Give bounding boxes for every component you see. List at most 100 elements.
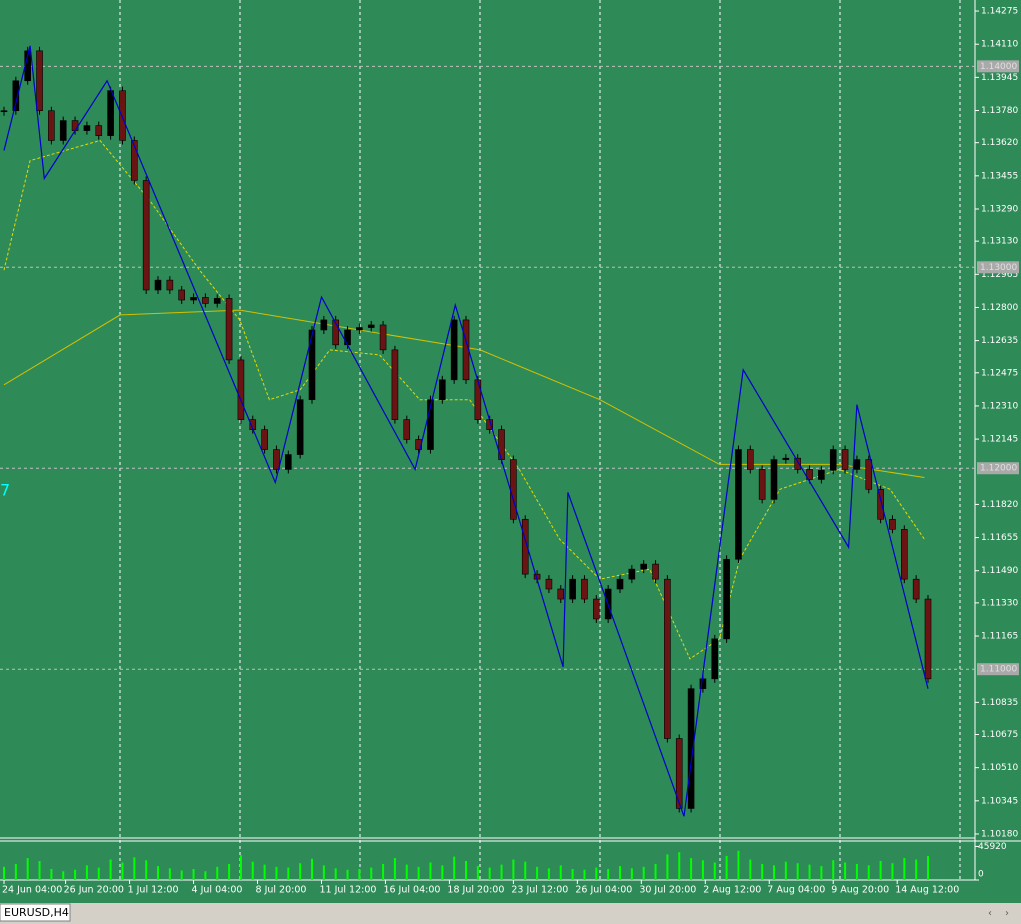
candle-body bbox=[593, 598, 600, 620]
candle-body bbox=[640, 563, 647, 570]
level-label: 1.12000 bbox=[980, 464, 1017, 474]
candle-body bbox=[628, 568, 636, 580]
fast-moving-average bbox=[3, 139, 925, 660]
candle-body bbox=[166, 279, 174, 291]
y-tick-label: 1.12965 bbox=[981, 270, 1018, 280]
x-tick-label: 24 Jun 04:00 bbox=[2, 885, 62, 896]
candle-body bbox=[367, 324, 375, 328]
candle-body bbox=[747, 449, 754, 470]
level-label: 1.11000 bbox=[980, 665, 1017, 675]
candle-body bbox=[48, 110, 55, 141]
zigzag-line bbox=[3, 45, 929, 817]
candle-body bbox=[71, 120, 79, 131]
y-tick-label: 1.11655 bbox=[981, 533, 1018, 543]
candle-body bbox=[889, 518, 896, 530]
level-label: 1.13000 bbox=[980, 263, 1017, 273]
candle-body bbox=[261, 429, 268, 450]
level-label-box bbox=[977, 462, 1019, 475]
y-tick-label: 1.10180 bbox=[981, 829, 1018, 839]
volume-tick-label: 45920 bbox=[978, 842, 1007, 852]
x-tick-label: 16 Jul 04:00 bbox=[383, 885, 440, 896]
candle-body bbox=[901, 529, 908, 580]
level-label-box bbox=[977, 60, 1019, 73]
y-tick-label: 1.13620 bbox=[981, 138, 1018, 148]
candle-body bbox=[142, 180, 150, 291]
y-tick-label: 1.11490 bbox=[981, 566, 1018, 576]
candle-body bbox=[829, 449, 837, 471]
y-tick-label: 1.10510 bbox=[981, 763, 1018, 773]
x-tick-label: 26 Jun 20:00 bbox=[64, 885, 124, 896]
level-label: 1.14000 bbox=[980, 62, 1017, 72]
y-tick-label: 1.10835 bbox=[981, 698, 1018, 708]
y-tick-label: 1.12635 bbox=[981, 336, 1018, 346]
candle-body bbox=[806, 469, 813, 480]
x-tick-label: 23 Jul 12:00 bbox=[511, 885, 568, 896]
y-tick-label: 1.10345 bbox=[981, 796, 1018, 806]
candle-body bbox=[285, 454, 292, 470]
candle-body bbox=[841, 449, 849, 470]
candle-body bbox=[427, 399, 434, 450]
candle-body bbox=[190, 297, 197, 301]
y-tick-label: 1.10675 bbox=[981, 730, 1018, 740]
candle-body bbox=[545, 578, 553, 590]
x-tick-label: 18 Jul 20:00 bbox=[447, 885, 504, 896]
x-tick-label: 1 Jul 12:00 bbox=[128, 885, 179, 896]
candle-body bbox=[119, 90, 126, 141]
y-tick-label: 1.13290 bbox=[981, 204, 1018, 214]
candle-body bbox=[510, 459, 517, 520]
candle-body bbox=[320, 319, 328, 331]
candle-body bbox=[616, 578, 624, 590]
candle-body bbox=[521, 518, 529, 575]
y-tick-label: 1.14110 bbox=[981, 40, 1018, 50]
candle-body bbox=[675, 738, 683, 809]
x-tick-label: 14 Aug 12:00 bbox=[895, 885, 959, 896]
y-tick-label: 1.11330 bbox=[981, 598, 1018, 608]
candle-body bbox=[818, 469, 825, 480]
candle-body bbox=[581, 578, 588, 600]
volume-tick-label: 0 bbox=[978, 870, 984, 880]
y-tick-label: 1.13130 bbox=[981, 237, 1018, 247]
candle-body bbox=[379, 324, 387, 351]
y-tick-label: 1.11820 bbox=[981, 500, 1018, 510]
y-tick-label: 1.12800 bbox=[981, 303, 1018, 313]
candle-body bbox=[723, 558, 730, 640]
candle-body bbox=[912, 578, 920, 600]
y-tick-label: 1.13945 bbox=[981, 73, 1018, 83]
x-tick-label: 9 Aug 20:00 bbox=[831, 885, 889, 896]
symbol-tab-label: EURUSD,H4 bbox=[4, 906, 69, 919]
candle-body bbox=[439, 379, 446, 401]
candle-body bbox=[59, 120, 67, 141]
candle-body bbox=[711, 638, 719, 680]
candle-body bbox=[664, 578, 671, 739]
candle-body bbox=[865, 459, 873, 490]
candle-body bbox=[237, 359, 245, 420]
candle-body bbox=[794, 457, 801, 470]
symbol-tab[interactable] bbox=[0, 903, 71, 922]
candle-body bbox=[770, 459, 778, 500]
x-tick-label: 8 Jul 20:00 bbox=[256, 885, 307, 896]
candle-body bbox=[391, 349, 399, 420]
candle-body bbox=[95, 125, 103, 136]
chart-background bbox=[0, 0, 1021, 903]
y-tick-label: 1.13780 bbox=[981, 106, 1018, 116]
candle-body bbox=[107, 90, 114, 136]
y-tick-label: 1.12310 bbox=[981, 401, 1018, 411]
candle-body bbox=[273, 449, 280, 470]
scroll-left[interactable]: ‹ bbox=[988, 908, 992, 919]
x-tick-label: 4 Jul 04:00 bbox=[192, 885, 243, 896]
candle-body bbox=[758, 469, 766, 500]
x-tick-label: 7 Aug 04:00 bbox=[767, 885, 825, 896]
candle-body bbox=[877, 489, 884, 520]
candle-body bbox=[344, 329, 351, 346]
y-tick-label: 1.13455 bbox=[981, 171, 1018, 181]
candle-body bbox=[202, 297, 209, 304]
y-tick-label: 1.12475 bbox=[981, 368, 1018, 378]
scroll-right[interactable]: › bbox=[1005, 908, 1009, 919]
candle-body bbox=[308, 329, 316, 401]
candle-body bbox=[557, 588, 565, 600]
candle-body bbox=[0, 110, 8, 113]
candle-body bbox=[225, 298, 233, 361]
candle-body bbox=[356, 327, 363, 331]
